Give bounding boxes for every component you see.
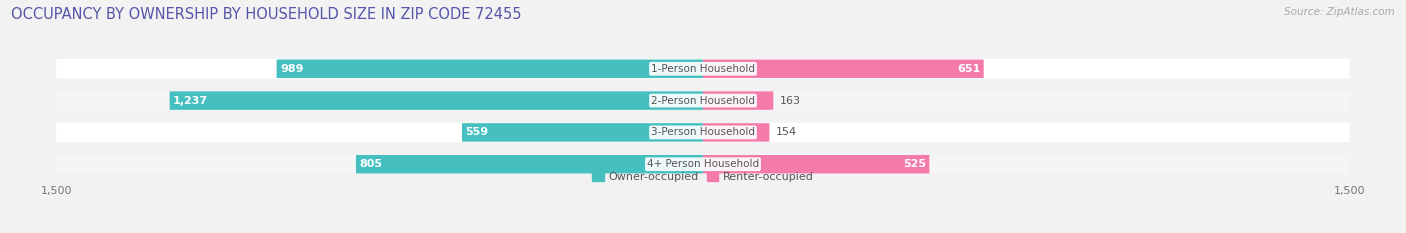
Text: 1-Person Household: 1-Person Household [651, 64, 755, 74]
FancyBboxPatch shape [56, 154, 1350, 174]
Text: 2-Person Household: 2-Person Household [651, 96, 755, 106]
Text: 3-Person Household: 3-Person Household [651, 127, 755, 137]
Text: OCCUPANCY BY OWNERSHIP BY HOUSEHOLD SIZE IN ZIP CODE 72455: OCCUPANCY BY OWNERSHIP BY HOUSEHOLD SIZE… [11, 7, 522, 22]
Text: 163: 163 [780, 96, 801, 106]
FancyBboxPatch shape [703, 123, 769, 142]
Text: 1,237: 1,237 [173, 96, 208, 106]
FancyBboxPatch shape [56, 59, 1350, 79]
FancyBboxPatch shape [463, 123, 703, 142]
FancyBboxPatch shape [170, 91, 703, 110]
FancyBboxPatch shape [356, 155, 703, 173]
Text: 651: 651 [957, 64, 980, 74]
Text: 805: 805 [360, 159, 382, 169]
FancyBboxPatch shape [703, 155, 929, 173]
Legend: Owner-occupied, Renter-occupied: Owner-occupied, Renter-occupied [588, 167, 818, 187]
FancyBboxPatch shape [56, 91, 1350, 110]
FancyBboxPatch shape [703, 60, 984, 78]
Text: 154: 154 [776, 127, 797, 137]
Text: 4+ Person Household: 4+ Person Household [647, 159, 759, 169]
Text: 525: 525 [903, 159, 927, 169]
Text: 559: 559 [465, 127, 488, 137]
Text: 989: 989 [280, 64, 304, 74]
FancyBboxPatch shape [277, 60, 703, 78]
Text: Source: ZipAtlas.com: Source: ZipAtlas.com [1284, 7, 1395, 17]
FancyBboxPatch shape [56, 123, 1350, 142]
FancyBboxPatch shape [703, 91, 773, 110]
